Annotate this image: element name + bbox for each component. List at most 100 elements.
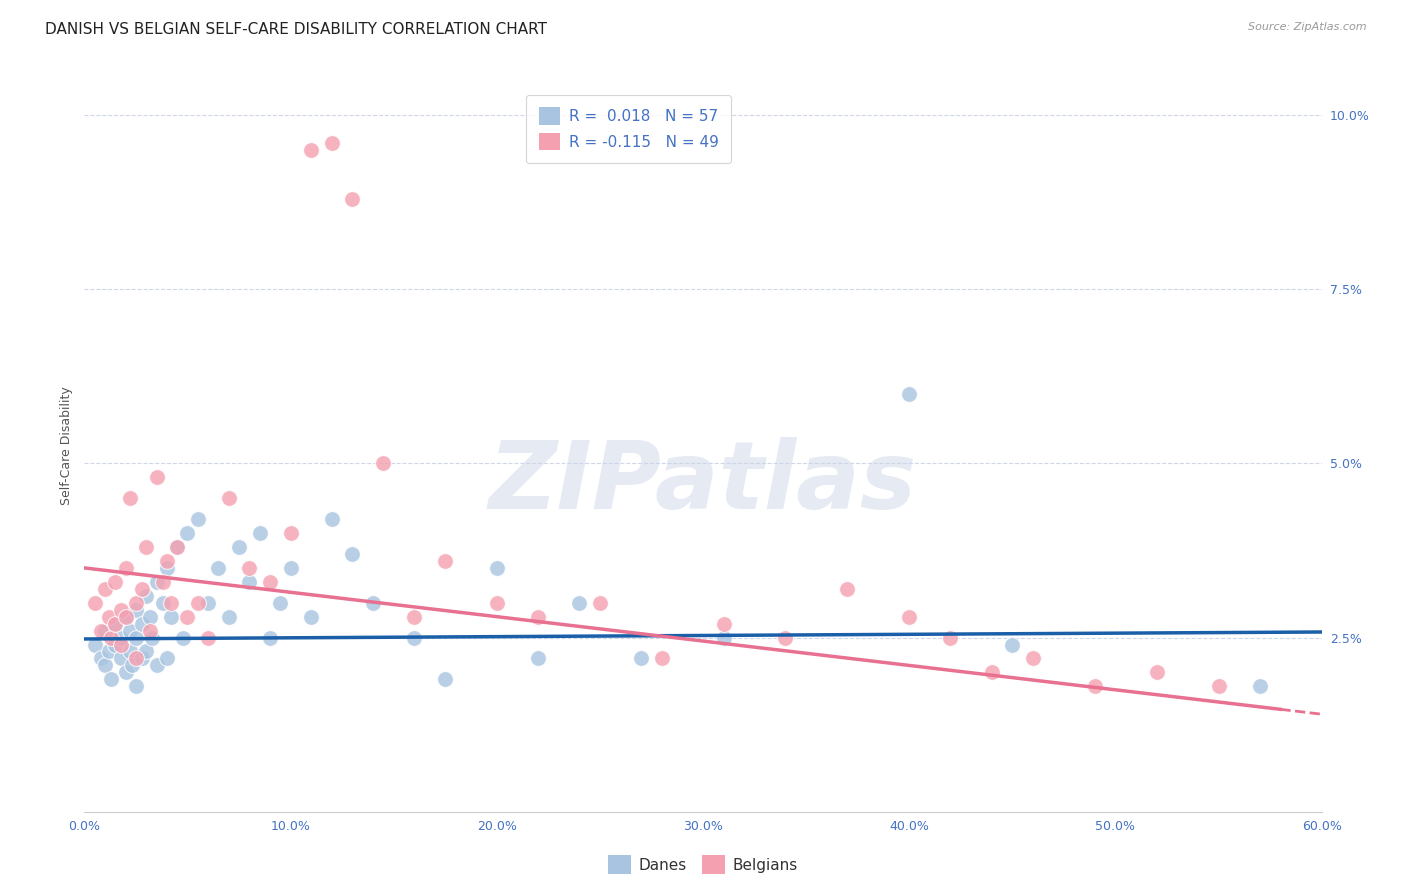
Point	[1249, 679, 1271, 693]
Point	[125, 679, 148, 693]
Point	[145, 470, 167, 484]
Point	[1208, 679, 1230, 693]
Point	[939, 631, 962, 645]
Point	[898, 609, 921, 624]
Point	[94, 624, 117, 638]
Point	[404, 631, 426, 645]
Point	[176, 609, 198, 624]
Point	[156, 651, 179, 665]
Point	[100, 673, 122, 687]
Point	[651, 651, 673, 665]
Point	[104, 616, 127, 631]
Point	[114, 609, 136, 624]
Point	[98, 644, 121, 658]
Text: ZIPatlas: ZIPatlas	[489, 436, 917, 529]
Point	[118, 491, 141, 506]
Point	[110, 603, 132, 617]
Text: DANISH VS BELGIAN SELF-CARE DISABILITY CORRELATION CHART: DANISH VS BELGIAN SELF-CARE DISABILITY C…	[45, 22, 547, 37]
Point	[110, 651, 132, 665]
Point	[434, 554, 457, 568]
Point	[299, 143, 322, 157]
Point	[898, 386, 921, 401]
Point	[114, 609, 136, 624]
Point	[1146, 665, 1168, 680]
Point	[527, 651, 550, 665]
Point	[1084, 679, 1107, 693]
Point	[125, 651, 148, 665]
Point	[131, 616, 153, 631]
Point	[104, 638, 127, 652]
Point	[630, 651, 652, 665]
Point	[141, 631, 163, 645]
Point	[373, 457, 395, 471]
Point	[485, 596, 508, 610]
Point	[238, 561, 260, 575]
Point	[259, 631, 281, 645]
Point	[299, 609, 322, 624]
Point	[197, 596, 219, 610]
Point	[228, 540, 250, 554]
Point	[94, 658, 117, 673]
Point	[342, 192, 364, 206]
Point	[135, 540, 157, 554]
Legend: R =  0.018   N = 57, R = -0.115   N = 49: R = 0.018 N = 57, R = -0.115 N = 49	[526, 95, 731, 162]
Point	[83, 638, 105, 652]
Point	[1001, 638, 1024, 652]
Point	[172, 631, 194, 645]
Point	[527, 609, 550, 624]
Point	[131, 651, 153, 665]
Point	[197, 631, 219, 645]
Point	[166, 540, 188, 554]
Point	[83, 596, 105, 610]
Point	[110, 638, 132, 652]
Point	[434, 673, 457, 687]
Point	[218, 609, 240, 624]
Point	[238, 574, 260, 589]
Point	[145, 658, 167, 673]
Point	[568, 596, 591, 610]
Point	[156, 561, 179, 575]
Point	[125, 631, 148, 645]
Point	[104, 574, 127, 589]
Point	[342, 547, 364, 561]
Point	[713, 631, 735, 645]
Point	[176, 526, 198, 541]
Point	[713, 616, 735, 631]
Legend: Danes, Belgians: Danes, Belgians	[602, 849, 804, 880]
Point	[321, 512, 343, 526]
Point	[90, 651, 112, 665]
Point	[404, 609, 426, 624]
Point	[485, 561, 508, 575]
Point	[156, 554, 179, 568]
Point	[152, 574, 174, 589]
Point	[160, 596, 183, 610]
Point	[249, 526, 271, 541]
Point	[980, 665, 1002, 680]
Point	[135, 589, 157, 603]
Point	[589, 596, 612, 610]
Point	[118, 624, 141, 638]
Point	[104, 616, 127, 631]
Point	[361, 596, 384, 610]
Point	[280, 526, 302, 541]
Point	[121, 658, 143, 673]
Point	[837, 582, 859, 596]
Point	[218, 491, 240, 506]
Point	[98, 609, 121, 624]
Point	[114, 665, 136, 680]
Text: Source: ZipAtlas.com: Source: ZipAtlas.com	[1249, 22, 1367, 32]
Point	[166, 540, 188, 554]
Point	[259, 574, 281, 589]
Point	[135, 644, 157, 658]
Point	[145, 574, 167, 589]
Point	[100, 631, 122, 645]
Point	[125, 596, 148, 610]
Point	[187, 512, 209, 526]
Point	[125, 603, 148, 617]
Point	[321, 136, 343, 150]
Point	[114, 561, 136, 575]
Point	[131, 582, 153, 596]
Point	[160, 609, 183, 624]
Point	[110, 631, 132, 645]
Point	[187, 596, 209, 610]
